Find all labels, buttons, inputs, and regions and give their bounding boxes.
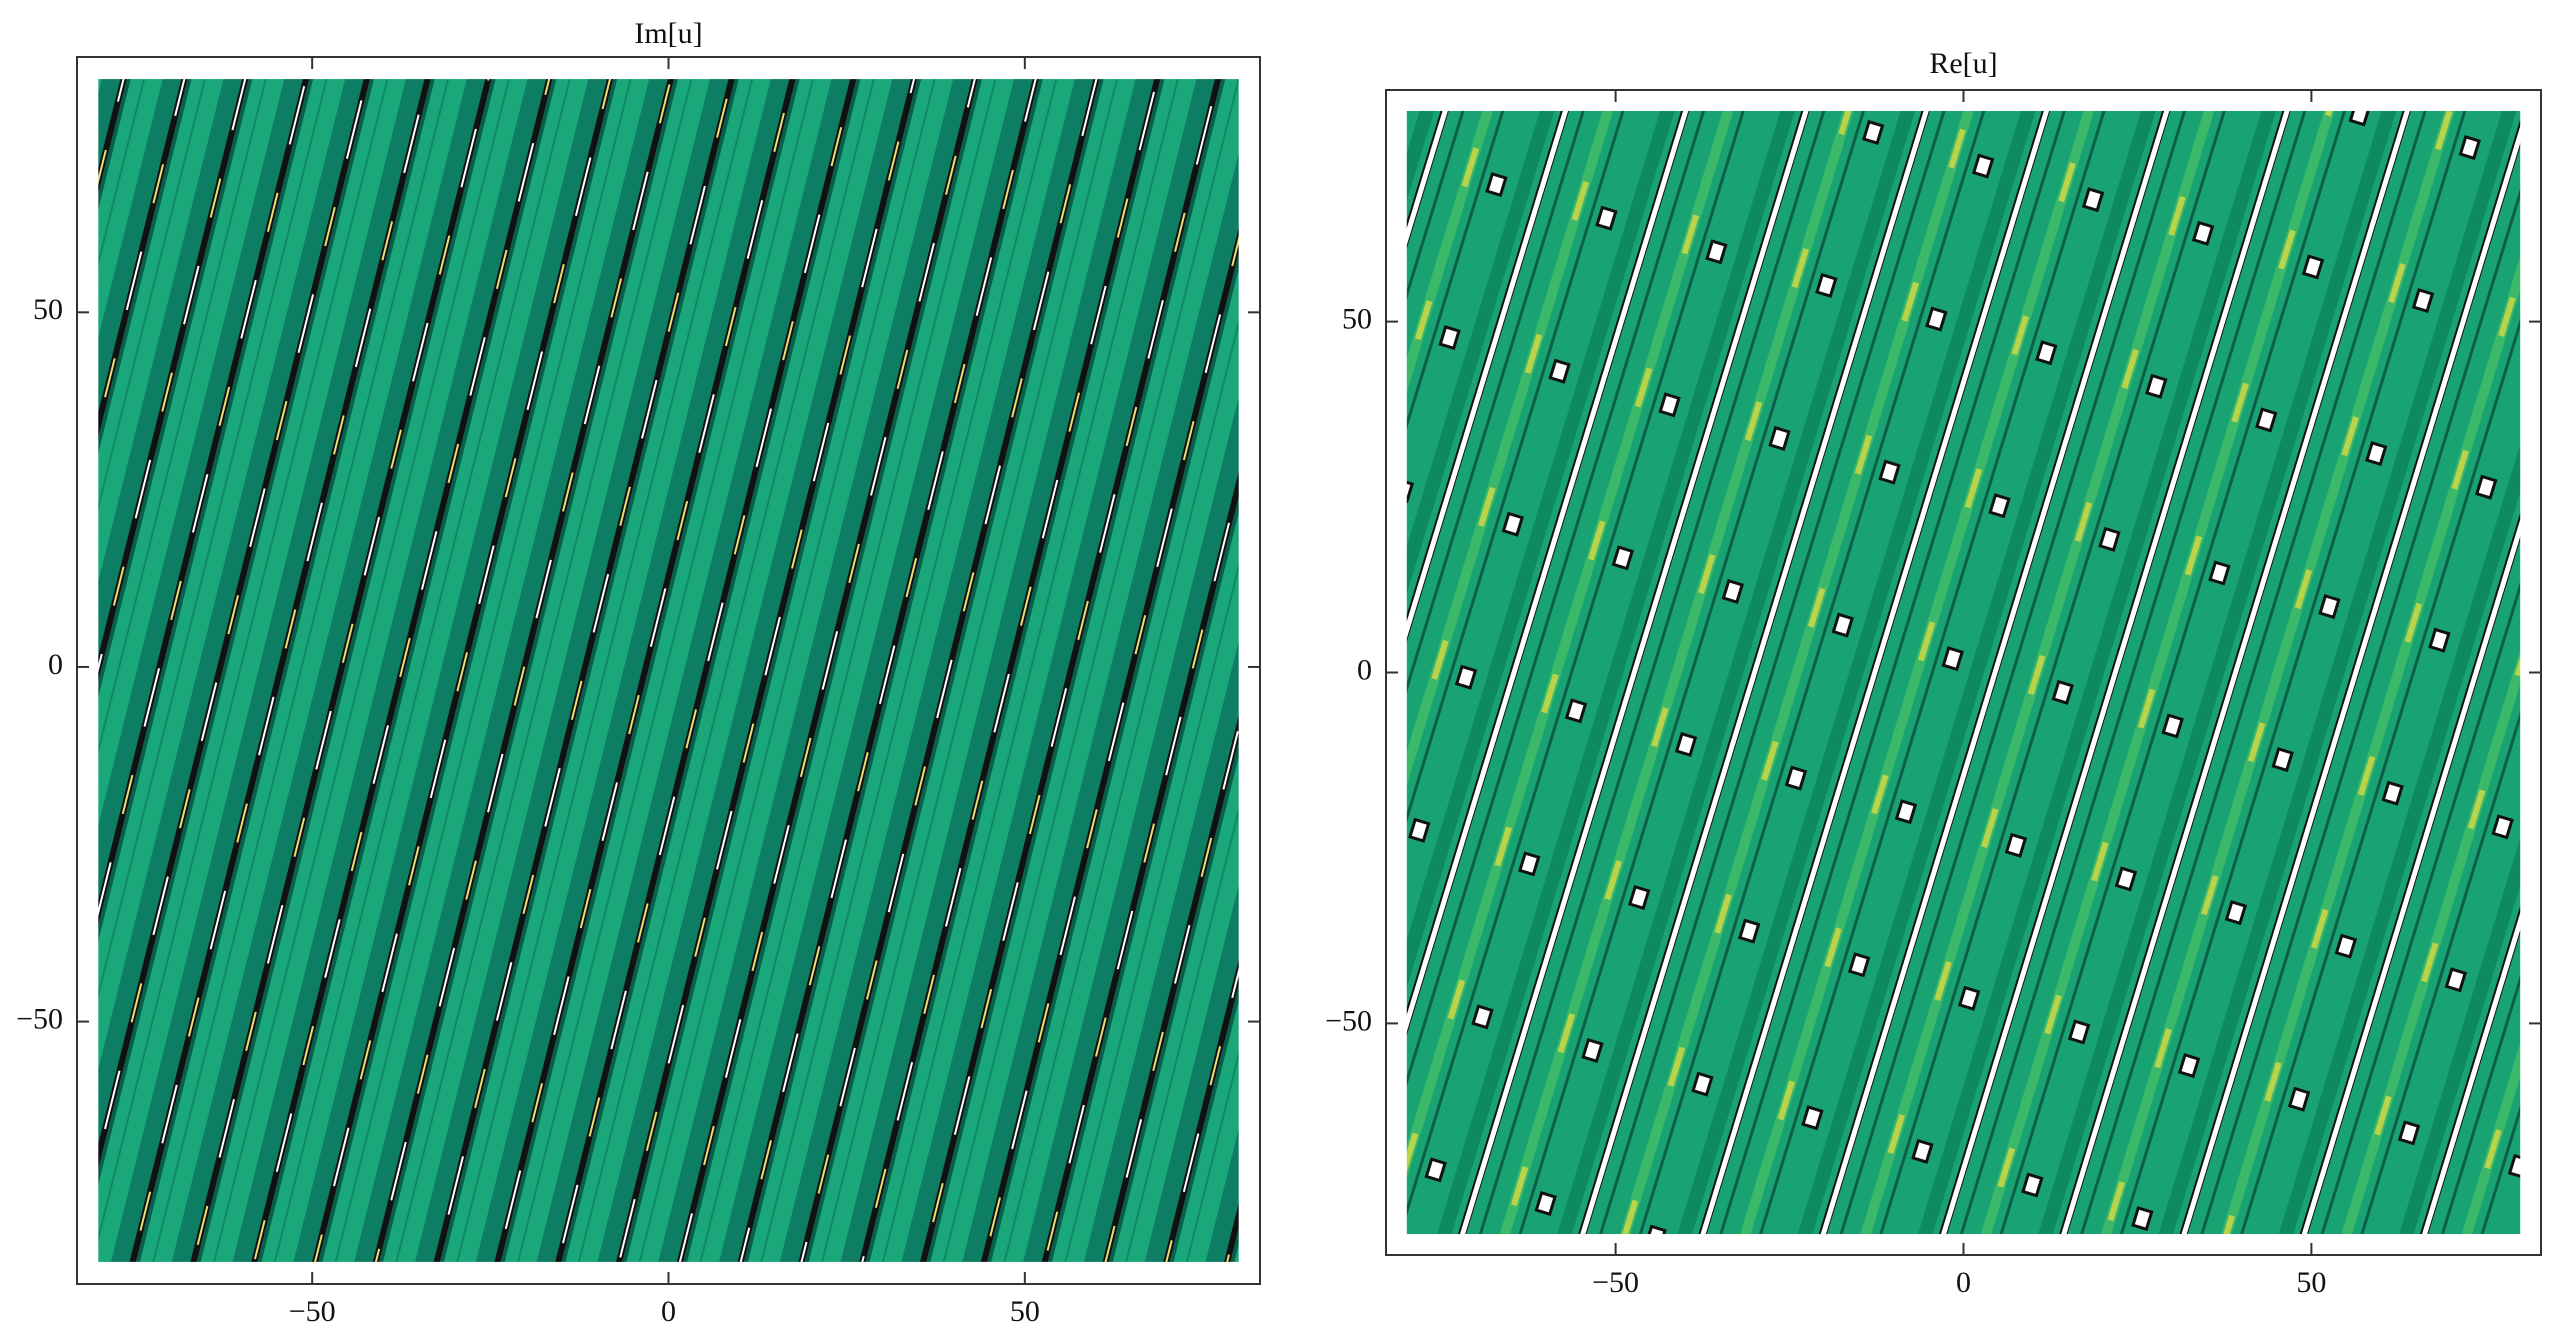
y-tick-label: −50: [16, 1002, 63, 1035]
x-tick-label: 50: [2296, 1266, 2326, 1299]
x-tick-label: 0: [661, 1295, 676, 1328]
chart-title: Im[u]: [634, 17, 702, 50]
contour-fill: [98, 79, 1239, 1262]
x-tick-label: −50: [1592, 1266, 1639, 1299]
plots: Im[u] −50 0 50 −50 0 50 Re[u] −50 0 50 −50 0 50: [16, 17, 2542, 1328]
x-tick-label: 0: [1956, 1266, 1971, 1299]
y-tick-label: 0: [48, 648, 63, 681]
x-tick-label: −50: [289, 1295, 336, 1328]
contour-fill: [1406, 110, 2521, 1235]
y-tick-label: −50: [1325, 1004, 1372, 1037]
y-tick-label: 50: [1342, 302, 1372, 335]
x-tick-label: 50: [1010, 1295, 1040, 1328]
y-tick-label: 0: [1357, 653, 1372, 686]
chart-title: Re[u]: [1929, 47, 1997, 80]
y-tick-label: 50: [33, 293, 63, 326]
